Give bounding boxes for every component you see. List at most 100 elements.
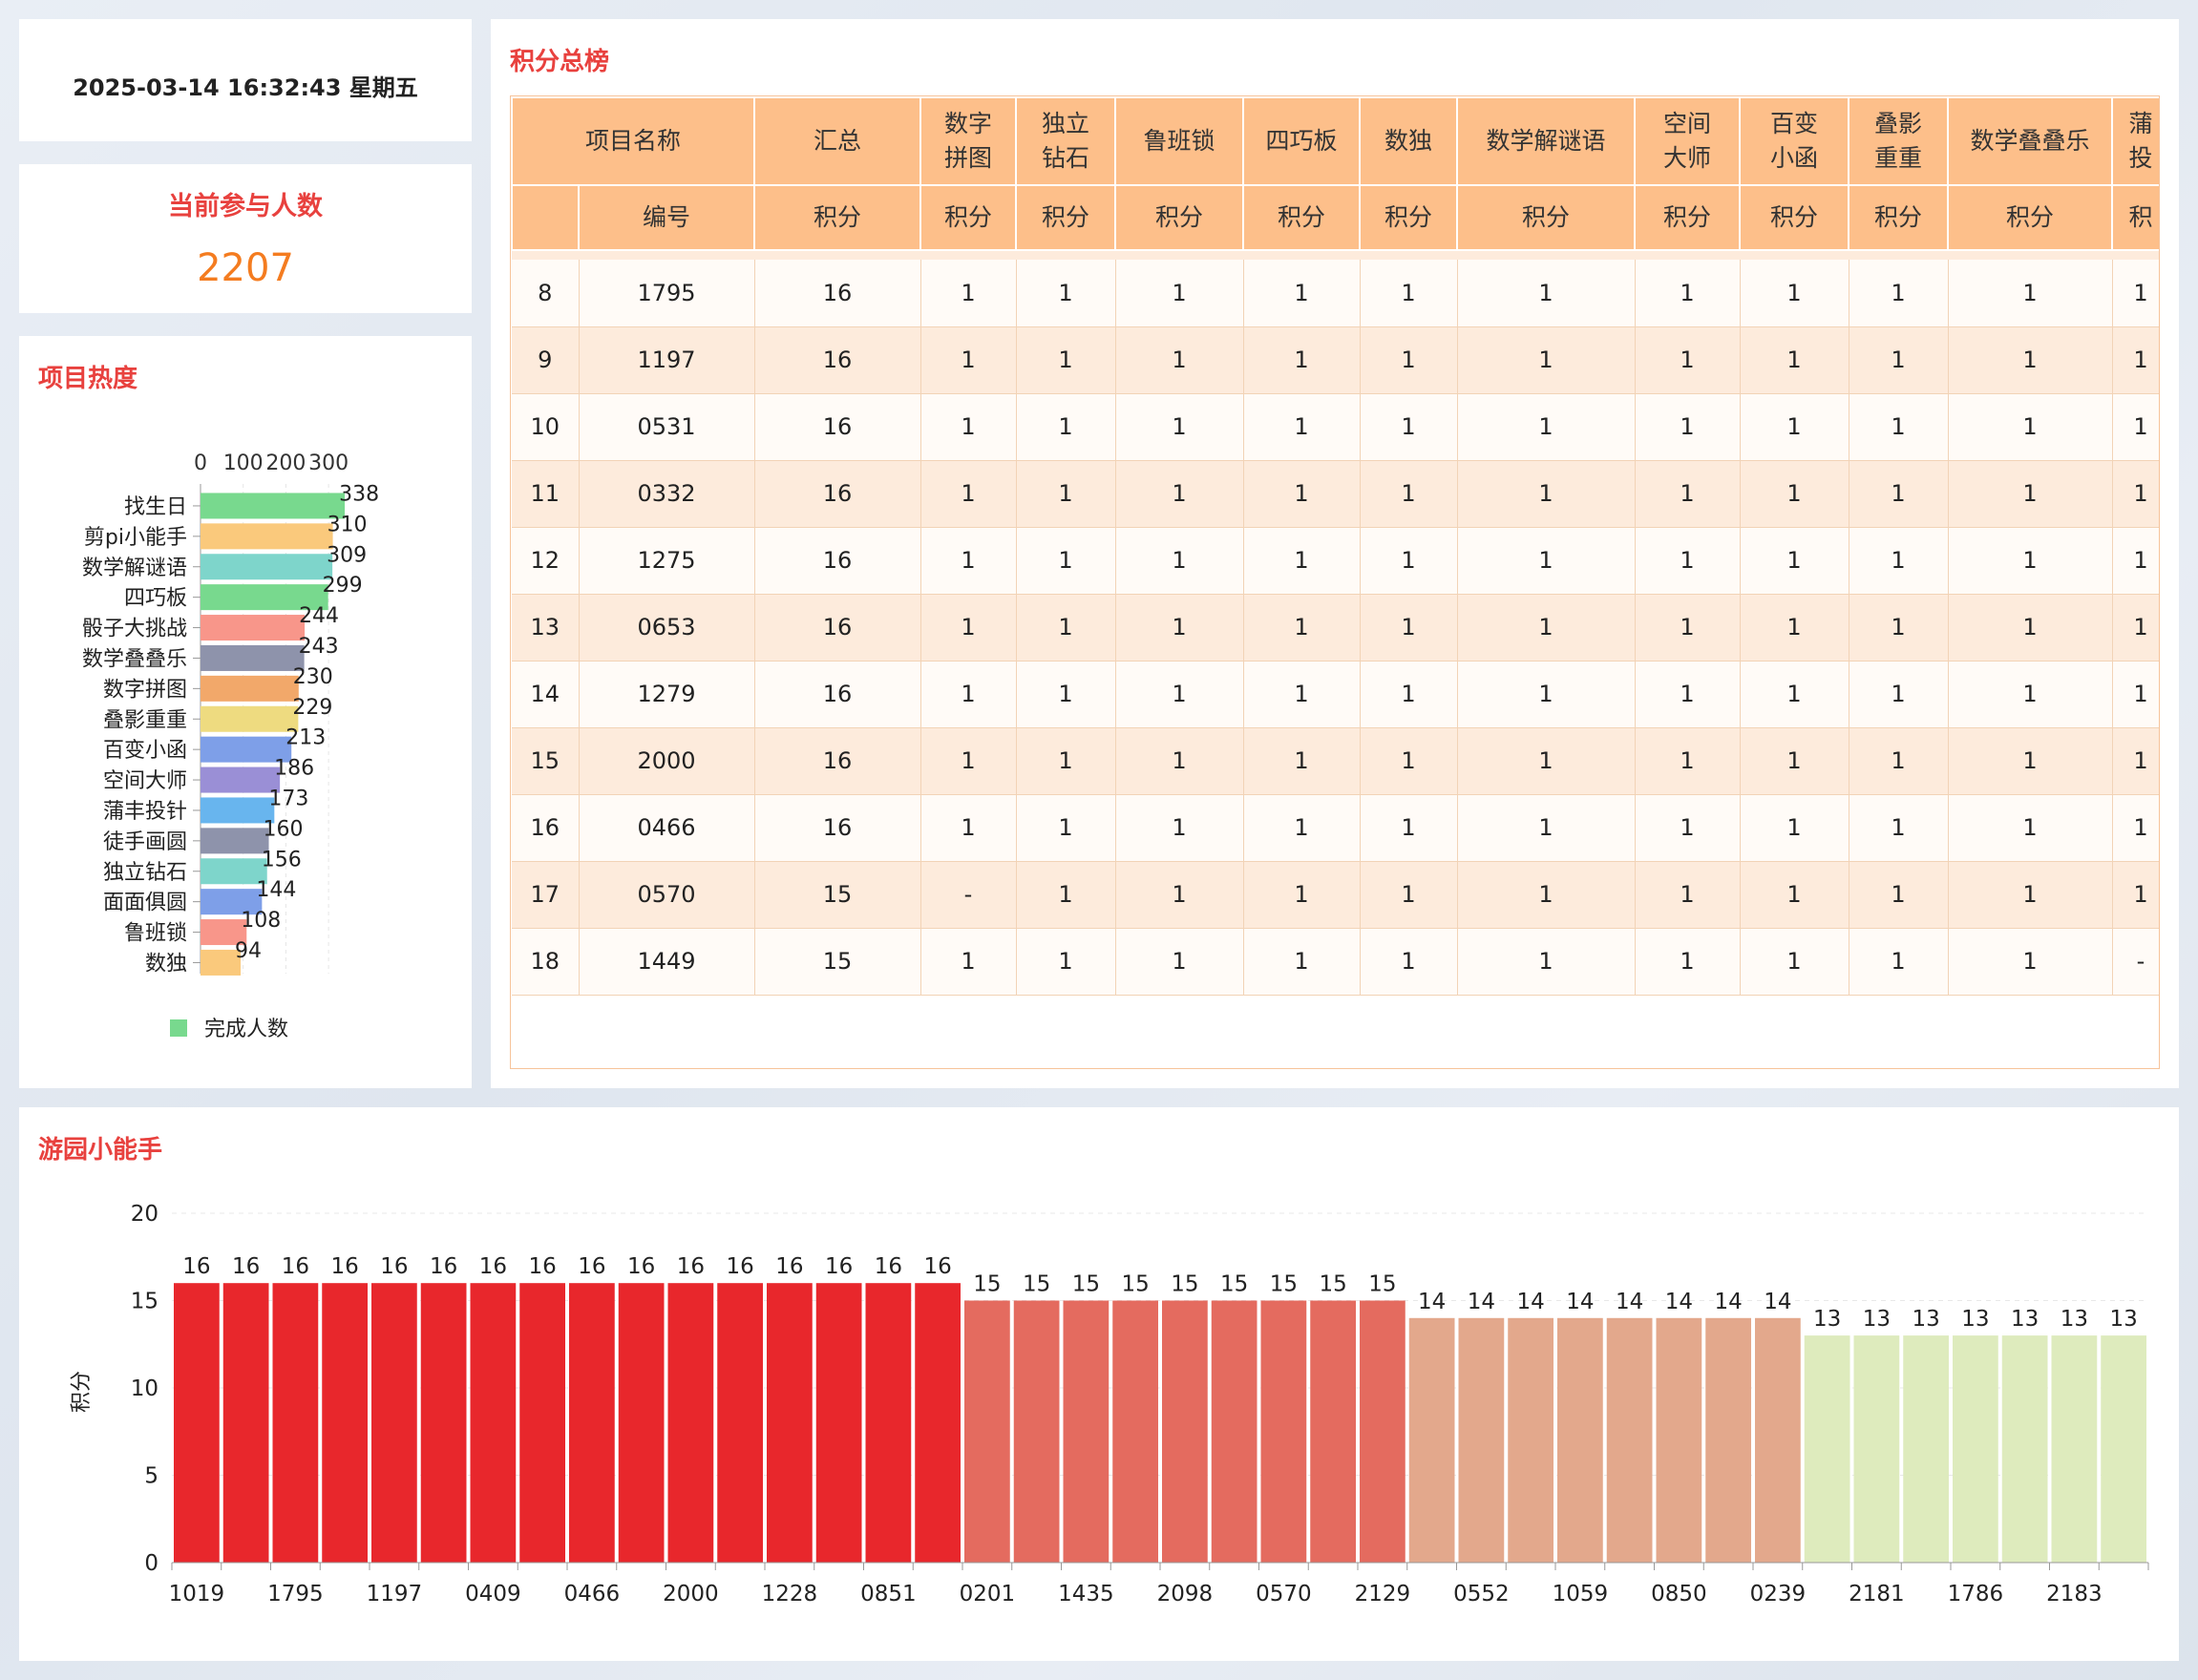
score-value-label: 13 <box>2109 1307 2137 1332</box>
heat-category-label: 骰子大挑战 <box>82 618 187 641</box>
ranking-cell: 1 <box>1635 794 1741 862</box>
score-value-label: 13 <box>1813 1307 1841 1332</box>
score-y-tick-label: 5 <box>144 1464 159 1489</box>
ranking-cell: 1 <box>1849 460 1949 528</box>
heat-chart: 0 100 200 300 找生日 338 剪pi小能手 310 数学解谜语 309 四巧板 299 骰… <box>82 452 379 1041</box>
heat-x-tick-label: 300 <box>308 452 349 475</box>
ranking-cell: 1 <box>1948 794 2113 862</box>
score-value-label: 13 <box>2061 1307 2088 1332</box>
score-bar <box>1853 1335 1900 1563</box>
ranking-subheader-cell: 积分 <box>1634 184 1742 251</box>
ranking-cell: 1 <box>2112 661 2159 728</box>
heat-category-label: 找生日 <box>124 495 187 519</box>
ranking-subheader-cell: 积分 <box>1015 184 1117 251</box>
ranking-cell: 1197 <box>579 326 755 394</box>
ranking-title: 积分总榜 <box>510 48 610 76</box>
heat-bar <box>201 523 333 550</box>
ranking-subheader-cell: 积分 <box>1739 184 1850 251</box>
heat-bar <box>201 828 269 854</box>
ranking-cell: 11 <box>512 460 580 528</box>
ranking-cell: 1 <box>1948 727 2113 795</box>
ranking-cell: 1 <box>1360 861 1458 929</box>
ranking-cell: 1 <box>1457 861 1636 929</box>
score-bar <box>915 1283 961 1563</box>
heat-bar <box>201 889 263 915</box>
ranking-cell: 1 <box>1740 393 1849 461</box>
heat-value-label: 186 <box>274 757 314 781</box>
score-x-tick-label: 1786 <box>1948 1582 2004 1606</box>
ranking-cell: 1 <box>1115 727 1244 795</box>
ranking-cell: 1 <box>1016 527 1116 595</box>
ranking-cell: 1 <box>1115 794 1244 862</box>
score-bar <box>470 1283 517 1563</box>
heat-value-label: 213 <box>285 726 326 750</box>
score-bar <box>1903 1335 1949 1563</box>
ranking-cell: 16 <box>754 326 921 394</box>
ranking-cell: 1 <box>1849 861 1949 929</box>
score-y-tick-label: 0 <box>144 1551 159 1576</box>
score-value-label: 16 <box>182 1254 210 1279</box>
heat-value-label: 243 <box>299 635 339 659</box>
score-bar <box>1705 1317 1751 1563</box>
heat-value-label: 144 <box>256 878 296 902</box>
score-bar <box>717 1283 763 1563</box>
heat-value-label: 230 <box>293 665 333 689</box>
ranking-cell: 1 <box>1243 326 1361 394</box>
score-x-tick-label: 0201 <box>960 1582 1016 1606</box>
ranking-row: 17 0570 15-1 1 1 1 1 1 1 1 1 1 <box>512 861 2159 929</box>
score-value-label: 16 <box>677 1254 705 1279</box>
ranking-subheader-cell: 积分 <box>753 184 922 251</box>
score-value-label: 14 <box>1566 1290 1594 1314</box>
ranking-cell: 1 <box>1115 928 1244 996</box>
ranking-cell: 1 <box>1457 727 1636 795</box>
score-value-label: 16 <box>330 1254 358 1279</box>
ranking-cell: 1 <box>920 727 1017 795</box>
heat-bar <box>201 858 267 885</box>
ranking-cell: 1 <box>1457 594 1636 662</box>
ranking-table-container[interactable]: 项目名称 汇总 数字 拼图 独立 钻石 鲁班锁 四巧板 数独 数学解谜语 空间 大师 百变 小函 叠影 重重数… <box>510 95 2160 1069</box>
score-value-label: 13 <box>1961 1307 1989 1332</box>
ranking-cell: 16 <box>754 661 921 728</box>
ranking-header-cell: 四巧板 <box>1242 96 1362 186</box>
score-bar <box>322 1283 368 1563</box>
ranking-cell: 16 <box>754 727 921 795</box>
ranking-cell: 1 <box>1243 928 1361 996</box>
ranking-cell: 1 <box>920 527 1017 595</box>
ranking-cell: 1 <box>1849 794 1949 862</box>
ranking-cell: 1 <box>1243 861 1361 929</box>
ranking-cell: 1 <box>1115 260 1244 327</box>
ranking-subheader-cell: 积分 <box>1947 184 2114 251</box>
heat-bar <box>201 736 292 763</box>
score-x-tick-label: 1795 <box>267 1582 324 1606</box>
ranking-cell: 1 <box>1115 661 1244 728</box>
ranking-cell: 1 <box>1243 260 1361 327</box>
ranking-cell: 1 <box>1635 861 1741 929</box>
ranking-cell: 10 <box>512 393 580 461</box>
ranking-cell: 16 <box>754 794 921 862</box>
ranking-cell: 0332 <box>579 460 755 528</box>
score-bar <box>1360 1300 1405 1563</box>
score-value-label: 15 <box>1023 1272 1050 1297</box>
ranking-header-rank-cell <box>511 184 580 251</box>
ranking-cell: 1279 <box>579 661 755 728</box>
ranking-header-cell: 数学叠叠乐 <box>1947 96 2114 186</box>
score-value-label: 15 <box>973 1272 1001 1297</box>
ranking-cell: 1 <box>1740 861 1849 929</box>
ranking-cell: 1 <box>2112 260 2159 327</box>
ranking-row: 9 1197 16 1 1 1 1 1 1 1 1 1 1 1 <box>512 326 2159 394</box>
ranking-cell: 1 <box>1740 326 1849 394</box>
score-value-label: 14 <box>1714 1290 1742 1314</box>
heat-panel: 项目热度 0 100 200 300 找生日 338 剪pi小能手 310 数学解谜语 309 四巧… <box>19 336 472 1088</box>
ranking-row: 8 1795 16 1 1 1 1 1 1 1 1 1 1 1 <box>512 260 2159 327</box>
score-bar <box>1211 1300 1258 1563</box>
ranking-cell: 1 <box>1360 393 1458 461</box>
score-x-tick-label: 1197 <box>367 1582 423 1606</box>
ranking-row: 15 2000 16 1 1 1 1 1 1 1 1 1 1 1 <box>512 727 2159 795</box>
score-x-tick-label: 1435 <box>1058 1582 1114 1606</box>
score-y-tick-label: 15 <box>131 1290 159 1314</box>
ranking-cell: 14 <box>512 661 580 728</box>
ranking-cell: 0653 <box>579 594 755 662</box>
ranking-cell: 1 <box>1635 594 1741 662</box>
score-value-label: 16 <box>875 1254 902 1279</box>
ranking-cell: 1 <box>1016 594 1116 662</box>
